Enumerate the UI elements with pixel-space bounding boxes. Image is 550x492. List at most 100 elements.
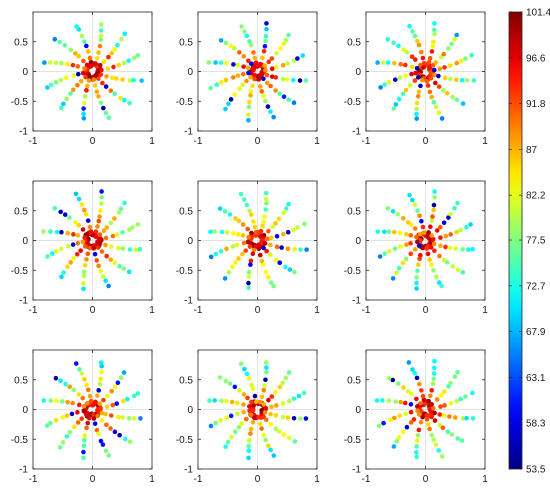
data-point [271,114,276,120]
data-point [415,208,420,213]
colorbar-tick-label: 87 [526,145,538,156]
data-point [392,77,398,82]
data-point [280,414,286,420]
data-point [108,257,114,262]
data-point [437,253,442,259]
data-point [71,232,76,237]
data-point [432,189,437,194]
data-point [218,79,224,85]
data-point [264,248,269,254]
data-point [81,100,87,106]
data-point [439,454,445,459]
data-point [385,60,391,65]
data-point [432,410,437,416]
data-point [433,60,439,65]
data-point [268,242,273,248]
data-point [261,387,267,393]
data-point [418,252,423,258]
data-point [263,417,269,423]
data-point [45,85,50,90]
data-point [429,233,434,238]
data-point [245,239,251,245]
data-point [105,393,110,399]
x-tick-label: 1 [482,136,488,147]
data-point [62,212,68,217]
data-point [104,404,110,410]
data-point [82,437,87,443]
data-point [105,66,111,71]
data-point [233,260,238,265]
data-point [268,280,274,285]
data-point [416,89,422,94]
data-point [431,241,437,247]
data-point [120,246,126,251]
data-point [101,228,107,234]
data-point [286,370,292,375]
data-point [117,432,122,438]
data-point [450,94,455,100]
data-point [84,425,89,431]
data-point [79,33,85,39]
data-point [98,360,104,365]
y-tick-label: -1 [19,296,28,307]
data-point [391,444,397,449]
data-point [391,40,396,46]
data-point [81,269,87,275]
data-point [454,398,460,404]
data-point [84,43,89,49]
data-point [263,377,268,383]
data-point [85,387,91,393]
data-point [127,78,133,83]
data-point [133,247,139,252]
colorbar: 101.4 96.6 91.8 87 82.2 77.5 72.7 67.9 63.1 58.3 5… [508,8,550,476]
y-tick-label: -0.5 [11,435,29,446]
data-point [436,84,442,89]
data-point [83,74,88,80]
data-point [470,416,476,421]
data-point [223,40,229,46]
data-point [390,276,396,281]
data-point [82,376,87,382]
data-point [257,252,263,258]
data-point [253,60,259,66]
data-point [80,239,86,245]
data-point [273,88,278,93]
points-group [42,22,144,121]
data-point [415,94,421,99]
data-point [248,426,254,432]
data-point [268,235,274,241]
x-tick-label: 0 [255,305,261,316]
x-tick-label: -1 [29,474,38,485]
data-point [85,231,90,237]
data-point [419,49,424,55]
colorbar-tick-label: 77.5 [526,236,546,247]
data-point [53,60,59,66]
data-point [228,43,233,49]
data-point [448,76,453,82]
data-point [430,214,435,219]
data-point [231,62,236,67]
data-point [414,280,419,286]
data-point [245,226,250,232]
data-point [92,251,98,257]
data-point [237,388,242,393]
data-point [281,432,287,437]
data-point [414,65,420,71]
data-point [103,411,108,417]
data-point [112,384,118,389]
data-point [414,234,419,240]
data-point [237,86,242,91]
data-point [262,241,268,246]
data-point [419,218,424,224]
data-point [281,210,287,216]
data-point [81,403,87,409]
data-point [429,402,435,407]
data-point [285,77,290,82]
data-point [433,80,438,86]
data-point [74,24,79,29]
data-point [295,225,300,230]
data-point [436,280,442,285]
data-point [121,370,127,375]
y-tick-label: 0 [22,236,28,247]
data-point [427,55,433,61]
